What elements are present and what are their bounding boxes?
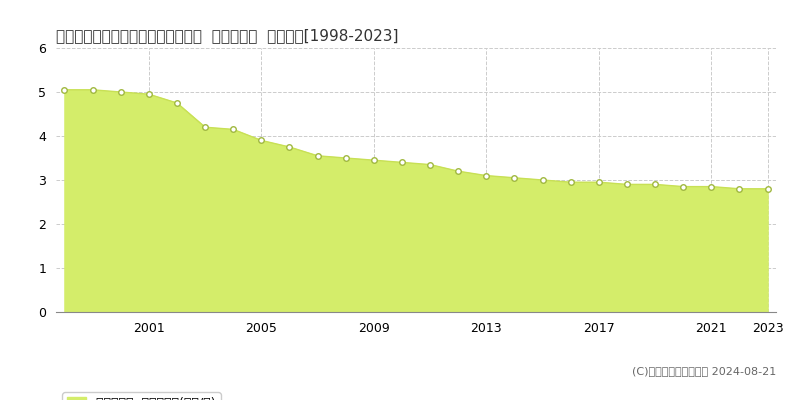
Point — [649, 181, 662, 188]
Point — [339, 155, 352, 161]
Point — [452, 168, 465, 174]
Point — [367, 157, 380, 163]
Point — [114, 89, 127, 95]
Point — [705, 183, 718, 190]
Point — [255, 137, 268, 144]
Point — [58, 87, 71, 93]
Text: (C)土地価格ドットコム 2024-08-21: (C)土地価格ドットコム 2024-08-21 — [632, 366, 776, 376]
Point — [198, 124, 211, 130]
Point — [536, 177, 549, 183]
Point — [593, 179, 606, 185]
Point — [311, 153, 324, 159]
Point — [677, 183, 690, 190]
Legend: 基準地価格  平均坪単価(万円/坪): 基準地価格 平均坪単価(万円/坪) — [62, 392, 221, 400]
Text: 兵庫県加西市大内町字下所８０１番  基準地価格  地価推移[1998-2023]: 兵庫県加西市大内町字下所８０１番 基準地価格 地価推移[1998-2023] — [56, 28, 398, 43]
Point — [86, 87, 99, 93]
Point — [733, 186, 746, 192]
Point — [761, 186, 774, 192]
Point — [395, 159, 408, 166]
Point — [424, 162, 437, 168]
Point — [170, 100, 183, 106]
Point — [283, 144, 296, 150]
Point — [226, 126, 239, 132]
Point — [564, 179, 577, 185]
Point — [142, 91, 155, 97]
Point — [480, 172, 493, 179]
Point — [508, 174, 521, 181]
Point — [621, 181, 634, 188]
